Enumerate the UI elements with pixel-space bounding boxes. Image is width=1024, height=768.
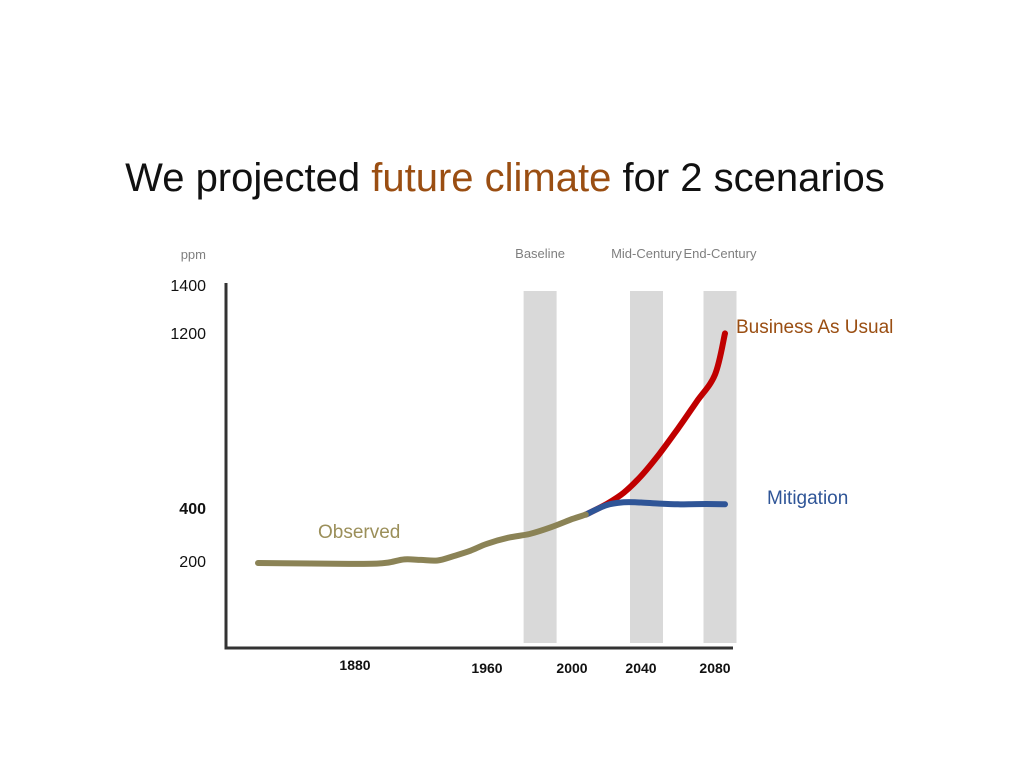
- period-label-baseline: Baseline: [515, 246, 565, 261]
- y-tick-label: 400: [179, 501, 206, 518]
- series-line-observed: [255, 511, 589, 567]
- series-label-observed: Observed: [318, 522, 400, 543]
- period-label-end-century: End-Century: [684, 246, 757, 261]
- y-tick-label: 1200: [170, 326, 206, 343]
- series-label-business-as-usual: Business As Usual: [736, 317, 893, 338]
- period-band-baseline: [523, 291, 557, 643]
- y-tick-label: 1400: [170, 278, 206, 295]
- title-part-1: future climate: [371, 156, 612, 200]
- y-tick-label: 200: [179, 554, 206, 571]
- x-tick-label: 2080: [699, 660, 730, 676]
- title-part-2: for 2 scenarios: [611, 156, 885, 200]
- period-label-mid-century: Mid-Century: [611, 246, 682, 261]
- title-part-0: We projected: [125, 156, 372, 200]
- x-tick-label: 1880: [339, 657, 370, 673]
- series-label-mitigation: Mitigation: [767, 488, 848, 509]
- x-tick-label: 2000: [556, 660, 587, 676]
- x-tick-label: 1960: [471, 660, 502, 676]
- x-tick-label: 2040: [625, 660, 656, 676]
- slide-title: We projected future climate for 2 scenar…: [0, 152, 1010, 204]
- y-unit-label: ppm: [181, 247, 206, 262]
- series-line-mitigation: [582, 499, 728, 518]
